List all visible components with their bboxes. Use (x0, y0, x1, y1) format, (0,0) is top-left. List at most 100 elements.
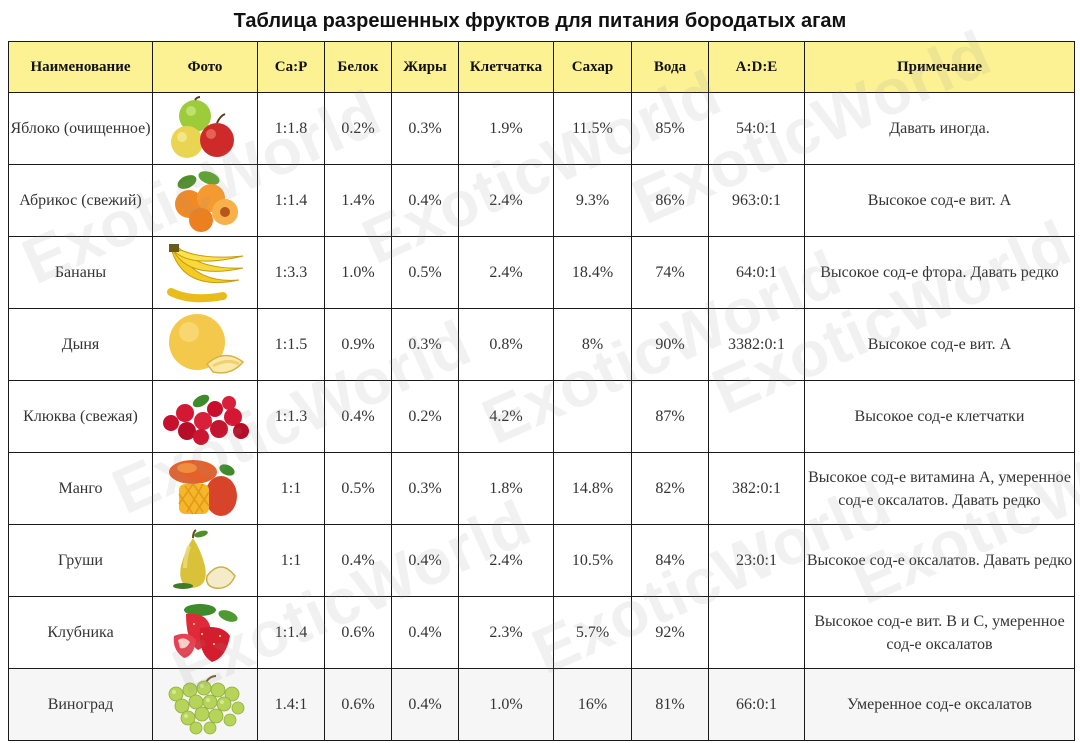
note-cell: Высокое сод-е вит. В и С, умеренное сод-… (804, 596, 1075, 669)
column-header-ade: A:D:E (708, 41, 805, 93)
ca-p-cell: 1:1 (257, 524, 325, 597)
pear-icon (173, 528, 236, 589)
fat-cell: 0.4% (391, 596, 459, 669)
ade-cell: 963:0:1 (708, 164, 805, 237)
fiber-cell: 1.8% (458, 452, 554, 525)
fruit-photo (152, 164, 258, 237)
protein-cell: 0.4% (324, 524, 392, 597)
fat-cell: 0.4% (391, 164, 459, 237)
column-header-name: Наименование (8, 41, 153, 93)
table-row: Виноград (8, 668, 1075, 741)
fiber-cell: 2.4% (458, 524, 554, 597)
fruit-photo (152, 236, 258, 309)
sugar-cell: 5.7% (553, 596, 632, 669)
sugar-cell: 14.8% (553, 452, 632, 525)
column-header-ca-p: Ca:P (257, 41, 325, 93)
fruit-name: Клубника (8, 596, 153, 669)
ca-p-cell: 1.4:1 (257, 668, 325, 741)
water-cell: 92% (631, 596, 709, 669)
sugar-cell: 9.3% (553, 164, 632, 237)
note-cell: Высокое сод-е фтора. Давать редко (804, 236, 1075, 309)
fruit-photo (152, 596, 258, 669)
column-header-note: Примечание (804, 41, 1075, 93)
water-cell: 84% (631, 524, 709, 597)
fiber-cell: 2.4% (458, 236, 554, 309)
fiber-cell: 0.8% (458, 308, 554, 381)
ade-cell: 382:0:1 (708, 452, 805, 525)
protein-cell: 0.2% (324, 92, 392, 165)
protein-cell: 0.6% (324, 668, 392, 741)
protein-cell: 0.9% (324, 308, 392, 381)
grapes-icon (168, 674, 245, 734)
ca-p-cell: 1:1.4 (257, 164, 325, 237)
fat-cell: 0.4% (391, 524, 459, 597)
ca-p-cell: 1:1.4 (257, 596, 325, 669)
water-cell: 82% (631, 452, 709, 525)
ca-p-cell: 1:1.3 (257, 380, 325, 453)
column-header-fiber: Клетчатка (458, 41, 554, 93)
ca-p-cell: 1:1 (257, 452, 325, 525)
mango-icon (169, 459, 237, 516)
fruit-photo (152, 668, 258, 741)
note-cell: Высокое сод-е вит. А (804, 308, 1075, 381)
header-row: Наименование Фото Ca:P Белок Жиры Клетча… (8, 41, 1075, 93)
fruit-name: Дыня (8, 308, 153, 381)
table-row: Манго 1:1 0.5% 0.3% 1.8% 14.8% 82% 382:0… (8, 452, 1075, 525)
fruit-name: Виноград (8, 668, 153, 741)
melon-icon (169, 313, 245, 374)
ade-cell (708, 380, 805, 453)
ade-cell: 3382:0:1 (708, 308, 805, 381)
water-cell: 85% (631, 92, 709, 165)
column-header-water: Вода (631, 41, 709, 93)
fruit-photo (152, 524, 258, 597)
fiber-cell: 1.9% (458, 92, 554, 165)
protein-cell: 0.6% (324, 596, 392, 669)
ca-p-cell: 1:3.3 (257, 236, 325, 309)
fruit-name: Бананы (8, 236, 153, 309)
ca-p-cell: 1:1.5 (257, 308, 325, 381)
sugar-cell: 11.5% (553, 92, 632, 165)
fat-cell: 0.3% (391, 92, 459, 165)
sugar-cell (553, 380, 632, 453)
table-row: Клюква (свежая) 1:1.3 0.4% 0.2% 4.2% 87%… (8, 380, 1075, 453)
fruit-photo (152, 452, 258, 525)
banana-icon (167, 243, 244, 302)
sugar-cell: 18.4% (553, 236, 632, 309)
column-header-protein: Белок (324, 41, 392, 93)
fruit-photo (152, 380, 258, 453)
table-row: Клубника 1:1.4 0.6% 0.4% 2.3% 5.7% 92% (8, 596, 1075, 669)
fat-cell: 0.5% (391, 236, 459, 309)
fruit-photo (152, 92, 258, 165)
sugar-cell: 16% (553, 668, 632, 741)
table-row: Яблоко (очищенное) 1:1.8 0.2% 0.3% 1.9% … (8, 92, 1075, 165)
fat-cell: 0.4% (391, 668, 459, 741)
water-cell: 90% (631, 308, 709, 381)
fat-cell: 0.3% (391, 308, 459, 381)
protein-cell: 1.4% (324, 164, 392, 237)
protein-cell: 1.0% (324, 236, 392, 309)
fruit-table: Наименование Фото Ca:P Белок Жиры Клетча… (8, 41, 1075, 741)
fruit-name: Манго (8, 452, 153, 525)
column-header-fat: Жиры (391, 41, 459, 93)
ca-p-cell: 1:1.8 (257, 92, 325, 165)
strawberry-icon (173, 603, 238, 662)
fiber-cell: 4.2% (458, 380, 554, 453)
page-title: Таблица разрешенных фруктов для питания … (233, 10, 847, 32)
ade-cell: 23:0:1 (708, 524, 805, 597)
water-cell: 74% (631, 236, 709, 309)
fruit-name: Груши (8, 524, 153, 597)
fat-cell: 0.2% (391, 380, 459, 453)
note-cell: Высокое сод-е клетчатки (804, 380, 1075, 453)
cranberry-icon (163, 394, 249, 445)
fruit-name: Яблоко (очищенное) (8, 92, 153, 165)
note-cell: Давать иногда. (804, 92, 1075, 165)
water-cell: 81% (631, 668, 709, 741)
ade-cell: 54:0:1 (708, 92, 805, 165)
ade-cell: 64:0:1 (708, 236, 805, 309)
water-cell: 86% (631, 164, 709, 237)
fiber-cell: 2.4% (458, 164, 554, 237)
sugar-cell: 8% (553, 308, 632, 381)
ade-cell (708, 596, 805, 669)
water-cell: 87% (631, 380, 709, 453)
fat-cell: 0.3% (391, 452, 459, 525)
